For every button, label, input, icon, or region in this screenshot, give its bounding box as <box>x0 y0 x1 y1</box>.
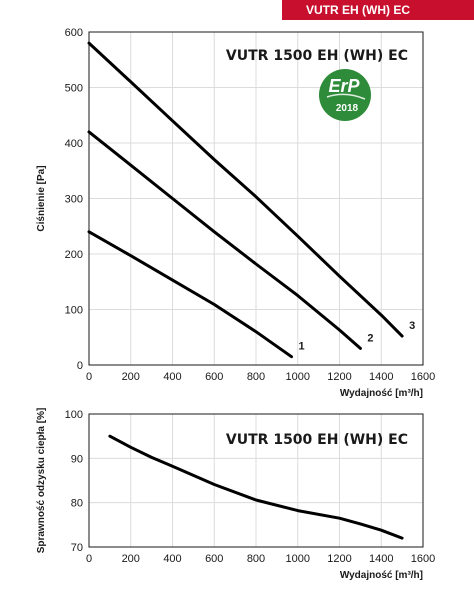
erp-logo-text: ErP <box>328 76 360 96</box>
series-line-2 <box>87 130 362 350</box>
x-tick-label: 400 <box>163 371 181 383</box>
x-tick-label: 1600 <box>411 371 435 383</box>
y-axis-label: Ciśnienie [Pa] <box>36 165 47 231</box>
series-line-3 <box>87 41 404 338</box>
y-tick-label: 100 <box>65 409 83 421</box>
x-tick-label: 1200 <box>327 371 351 383</box>
series-label-2: 2 <box>367 332 373 344</box>
y-tick-label: 600 <box>65 27 83 39</box>
y-tick-label: 90 <box>71 453 83 465</box>
x-tick-label: 1000 <box>286 553 310 565</box>
y-tick-label: 400 <box>65 138 83 150</box>
y-tick-label: 0 <box>77 360 83 372</box>
y-tick-label: 200 <box>65 249 83 261</box>
x-tick-label: 600 <box>205 553 223 565</box>
y-tick-label: 100 <box>65 305 83 317</box>
series-label-1: 1 <box>298 341 304 353</box>
x-tick-label: 1000 <box>286 371 310 383</box>
plot-frame <box>88 31 424 366</box>
x-axis-label: Wydajność [m³/h] <box>340 388 423 399</box>
y-tick-label: 500 <box>65 83 83 95</box>
chart-title: VUTR 1500 EH (WH) EC <box>226 432 408 448</box>
chart-title: VUTR 1500 EH (WH) EC <box>226 48 408 64</box>
model-badge: VUTR EH (WH) EC <box>282 0 474 20</box>
efficiency-chart: 0 200 400 600 800 1000 1200 1400 1600 70 80 90 100 Wy… <box>36 408 435 581</box>
x-tick-label: 1600 <box>411 553 435 565</box>
erp-2018-logo-icon: ErP 2018 <box>319 69 371 121</box>
y-tick-label: 300 <box>65 194 83 206</box>
x-tick-label: 0 <box>86 553 92 565</box>
x-tick-label: 400 <box>163 553 181 565</box>
x-tick-label: 800 <box>247 371 265 383</box>
series-line-1 <box>87 230 293 359</box>
series-label-3: 3 <box>409 320 415 332</box>
y-tick-label: 80 <box>71 498 83 510</box>
erp-logo-year: 2018 <box>336 103 359 114</box>
x-tick-label: 800 <box>247 553 265 565</box>
x-tick-label: 200 <box>122 371 140 383</box>
series-line-1 <box>108 434 404 540</box>
x-tick-label: 0 <box>86 371 92 383</box>
x-axis-label: Wydajność [m³/h] <box>340 570 423 581</box>
x-tick-label: 1400 <box>369 371 393 383</box>
x-tick-label: 1400 <box>369 553 393 565</box>
plot-frame <box>88 413 424 548</box>
x-tick-label: 200 <box>122 553 140 565</box>
y-axis-label: Sprawność odzysku ciepła [%] <box>36 408 47 554</box>
y-tick-label: 70 <box>71 542 83 554</box>
x-tick-label: 1200 <box>327 553 351 565</box>
pressure-chart: 0 200 400 600 800 1000 1200 1400 160001002003004… <box>36 27 435 399</box>
x-tick-label: 600 <box>205 371 223 383</box>
